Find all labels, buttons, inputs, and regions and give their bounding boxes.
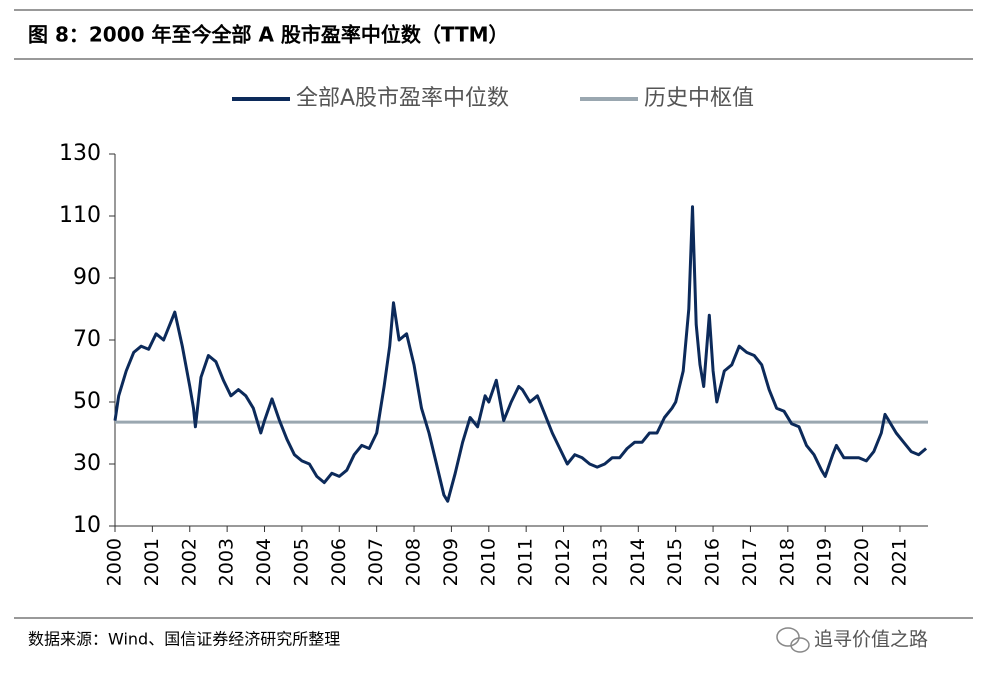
y-tick-label: 90	[73, 265, 101, 290]
series-line	[113, 205, 928, 503]
x-tick-label: 2001	[141, 538, 163, 586]
x-tick-label: 2013	[589, 538, 611, 586]
x-tick-label: 2006	[328, 538, 350, 586]
x-tick-label: 2019	[814, 538, 836, 586]
x-tick-label: 2016	[702, 538, 724, 586]
y-tick-label: 110	[59, 203, 101, 228]
chart-title: 图 8：2000 年至今全部 A 股市盈率中位数（TTM）	[28, 23, 509, 47]
legend-label: 历史中枢值	[644, 86, 754, 111]
x-tick-label: 2005	[290, 538, 312, 586]
source: 数据来源：Wind、国信证券经济研究所整理	[28, 630, 340, 649]
x-tick-label: 2014	[627, 538, 649, 586]
x-tick-label: 2007	[365, 538, 387, 586]
y-tick-label: 30	[73, 451, 101, 476]
x-tick-label: 2010	[477, 538, 499, 586]
x-tick-label: 2002	[178, 538, 200, 586]
x-tick-label: 2003	[216, 538, 238, 586]
x-tick-label: 2000	[104, 538, 126, 586]
x-tick-label: 2004	[253, 538, 275, 586]
x-tick-label: 2021	[888, 538, 910, 586]
watermark-icon	[776, 627, 810, 653]
x-tick-label: 2011	[515, 538, 537, 586]
x-tick-label: 2018	[776, 538, 798, 586]
x-tick-label: 2008	[403, 538, 425, 586]
watermark: 追寻价值之路	[814, 629, 928, 651]
x-tick-label: 2020	[851, 538, 873, 586]
y-tick-label: 10	[73, 513, 101, 538]
x-tick-label: 2012	[552, 538, 574, 586]
y-tick-label: 50	[73, 389, 101, 414]
y-tick-label: 70	[73, 327, 101, 352]
legend-label: 全部A股市盈率中位数	[296, 86, 509, 111]
x-tick-label: 2017	[739, 538, 761, 586]
x-tick-label: 2015	[664, 538, 686, 586]
y-tick-label: 130	[59, 141, 101, 166]
x-tick-label: 2009	[440, 538, 462, 586]
